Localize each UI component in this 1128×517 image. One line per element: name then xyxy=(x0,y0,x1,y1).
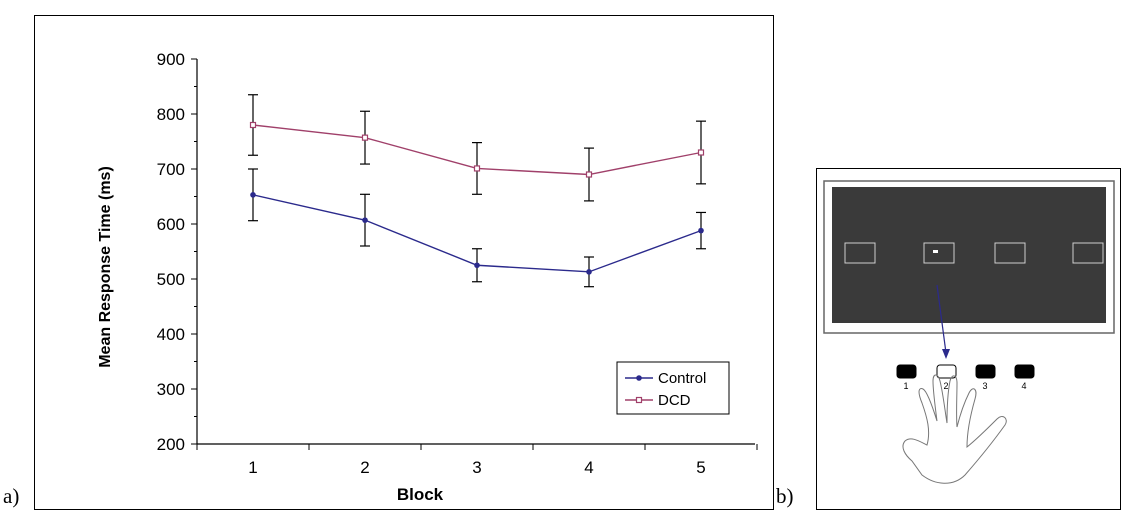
task-diagram-panel: 1 2 3 4 xyxy=(816,168,1121,510)
target-locations xyxy=(844,242,1104,264)
hand-outline-icon xyxy=(902,374,1007,484)
y-tick-label: 700 xyxy=(157,160,185,179)
y-tick-label: 300 xyxy=(157,380,185,399)
panel-label-a: a) xyxy=(3,484,20,508)
response-key xyxy=(936,364,957,379)
x-tick-label: 3 xyxy=(472,458,481,477)
x-tick-label: 2 xyxy=(360,458,369,477)
x-axis-title: Block xyxy=(397,485,444,504)
data-point xyxy=(474,262,480,269)
y-tick-label: 900 xyxy=(157,50,185,69)
data-point xyxy=(473,165,481,172)
legend-box xyxy=(616,361,730,415)
panel-label-b: b) xyxy=(776,484,794,508)
srt-task-illustration: 1 2 3 4 xyxy=(823,180,1115,484)
series-control xyxy=(248,168,706,288)
chart-axes: 200 300 400 500 600 700 800 900 1 2 3 4 5 xyxy=(157,50,758,477)
data-point xyxy=(250,192,256,198)
target-box xyxy=(1072,242,1104,264)
key-number: 1 xyxy=(903,381,908,391)
target-box xyxy=(923,242,955,264)
y-axis-title: Mean Response Time (ms) xyxy=(97,166,114,368)
data-point xyxy=(361,134,369,141)
response-key xyxy=(975,364,996,379)
key-number: 2 xyxy=(943,381,948,391)
data-point xyxy=(698,227,704,234)
legend-label: DCD xyxy=(658,392,691,409)
chart-panel: 200 300 400 500 600 700 800 900 1 2 3 4 5 Control DCD… xyxy=(34,15,774,510)
y-tick-label: 800 xyxy=(157,105,185,124)
arrow-head-icon xyxy=(942,349,950,359)
legend: Control DCD xyxy=(616,361,730,415)
series-dcd xyxy=(248,94,706,202)
arrow-line xyxy=(936,284,947,354)
x-tick-label: 4 xyxy=(584,458,593,477)
monitor-screen xyxy=(832,187,1106,323)
data-point xyxy=(249,121,257,129)
key-number: 4 xyxy=(1021,381,1026,391)
data-point xyxy=(697,149,705,156)
legend-label: Control xyxy=(658,370,706,387)
x-tick-label: 5 xyxy=(696,458,705,477)
legend-marker xyxy=(635,396,643,404)
target-box xyxy=(994,242,1026,264)
data-point xyxy=(585,171,593,178)
y-tick-label: 200 xyxy=(157,435,185,454)
y-tick-label: 600 xyxy=(157,215,185,234)
series-layer xyxy=(248,94,706,288)
legend-marker xyxy=(636,375,642,381)
x-tick-label: 1 xyxy=(248,458,257,477)
y-tick-label: 500 xyxy=(157,270,185,289)
data-point xyxy=(362,217,368,223)
data-point xyxy=(586,269,592,275)
key-number: 3 xyxy=(982,381,987,391)
response-key xyxy=(1014,364,1035,379)
response-keys: 1 2 3 4 xyxy=(896,364,1035,391)
response-time-chart: 200 300 400 500 600 700 800 900 1 2 3 4 5 Control DCD… xyxy=(97,50,758,504)
y-tick-label: 400 xyxy=(157,325,185,344)
stimulus-dot xyxy=(933,250,938,253)
target-box xyxy=(844,242,876,264)
response-key xyxy=(896,364,917,379)
